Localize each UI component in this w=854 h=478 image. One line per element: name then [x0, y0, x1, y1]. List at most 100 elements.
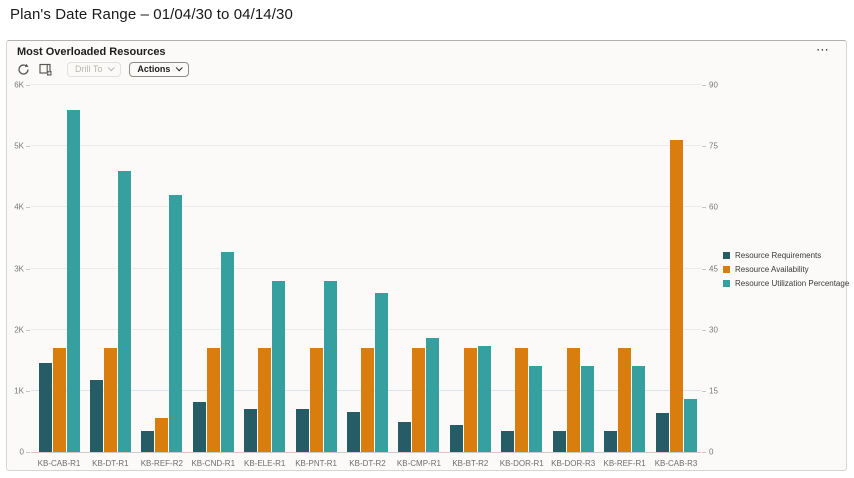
axis-tick	[26, 85, 30, 86]
bar-resource-availability[interactable]	[361, 348, 375, 452]
bar-resource-utilization-percentage[interactable]	[375, 293, 389, 452]
most-overloaded-resources-panel: Most Overloaded Resources ⋯ Drill To Act…	[6, 40, 849, 471]
bar-resource-utilization-percentage[interactable]	[169, 195, 183, 452]
bar-resource-requirements[interactable]	[552, 430, 566, 452]
bar-resource-availability[interactable]	[618, 348, 632, 452]
y-axis-left-label: 2K	[14, 325, 24, 335]
bar-resource-availability[interactable]	[412, 348, 426, 452]
bar-resource-utilization-percentage[interactable]	[272, 280, 286, 452]
gridline	[31, 267, 701, 269]
y-axis-right-label: 30	[709, 325, 718, 335]
axis-tick	[702, 452, 706, 453]
y-axis-left-label: 1K	[14, 386, 24, 396]
bar-resource-requirements[interactable]	[449, 425, 463, 452]
y-axis-left-label: 4K	[14, 202, 24, 212]
plot-area: 0 0 1K 15 2K 30 3K 45 4K 60 5K 75 6K 90 KB-CAB-R1 KB-DT…	[14, 81, 718, 469]
gridline	[31, 84, 701, 85]
x-axis-category-label: KB-REF-R2	[140, 459, 183, 468]
axis-tick	[26, 207, 30, 209]
axis-tick	[26, 452, 30, 453]
bar-resource-utilization-percentage[interactable]	[632, 366, 646, 452]
x-axis-category-label: KB-DT-R2	[349, 459, 386, 468]
bar-resource-utilization-percentage[interactable]	[529, 366, 543, 452]
x-axis-category-label: KB-ELE-R1	[243, 459, 286, 468]
y-axis-right-label: 60	[709, 202, 718, 212]
gridline	[31, 145, 701, 147]
bar-resource-requirements[interactable]	[192, 401, 206, 452]
x-axis-category-label: KB-DT-R1	[92, 459, 129, 468]
x-axis-category-label: KB-CMP-R1	[396, 459, 441, 468]
y-axis-right-label: 0	[709, 447, 714, 457]
x-axis-category-label: KB-REF-R1	[603, 459, 646, 468]
bar-resource-availability[interactable]	[463, 348, 477, 452]
chart-toolbar: Drill To Actions	[15, 61, 190, 77]
bar-resource-availability[interactable]	[155, 417, 169, 452]
bar-resource-requirements[interactable]	[398, 422, 412, 452]
legend-item[interactable]: Resource Requirements	[723, 251, 849, 260]
legend-marker	[723, 280, 730, 287]
detach-icon[interactable]	[37, 61, 53, 77]
bar-resource-utilization-percentage[interactable]	[580, 366, 594, 452]
bar-resource-utilization-percentage[interactable]	[117, 170, 131, 452]
panel-title: Most Overloaded Resources	[17, 46, 166, 58]
axis-tick	[702, 207, 706, 209]
bar-resource-utilization-percentage[interactable]	[66, 109, 80, 452]
bar-resource-requirements[interactable]	[295, 409, 309, 452]
bar-resource-availability[interactable]	[515, 348, 529, 452]
page-title: Plan's Date Range – 01/04/30 to 04/14/30	[10, 6, 293, 23]
bar-resource-requirements[interactable]	[89, 380, 103, 452]
bar-resource-utilization-percentage[interactable]	[683, 399, 697, 452]
bar-resource-requirements[interactable]	[38, 363, 52, 452]
x-axis-category-label: KB-PNT-R1	[295, 459, 337, 468]
drill-to-button[interactable]: Drill To	[67, 61, 122, 77]
chart-legend: Resource Requirements Resource Availabili…	[723, 251, 849, 293]
legend-label: Resource Availability	[735, 265, 809, 274]
legend-item[interactable]: Resource Utilization Percentage	[723, 279, 849, 288]
actions-button-label: Actions	[137, 64, 171, 74]
y-axis-left-label: 3K	[14, 264, 24, 273]
bar-resource-availability[interactable]	[566, 348, 580, 452]
axis-tick	[702, 85, 706, 86]
y-axis-right-label: 45	[709, 264, 718, 273]
bar-resource-utilization-percentage[interactable]	[426, 337, 440, 452]
bar-resource-availability[interactable]	[52, 348, 66, 452]
chevron-down-icon	[176, 63, 184, 71]
x-axis-category-label: KB-CAB-R3	[654, 459, 698, 468]
bar-resource-requirements[interactable]	[347, 411, 361, 452]
bar-resource-requirements[interactable]	[244, 409, 258, 452]
bar-resource-utilization-percentage[interactable]	[323, 280, 337, 452]
axis-tick	[702, 268, 706, 270]
legend-item[interactable]: Resource Availability	[723, 265, 849, 274]
chevron-down-icon	[108, 63, 116, 71]
bar-resource-availability[interactable]	[309, 348, 323, 452]
bar-resource-utilization-percentage[interactable]	[477, 346, 491, 452]
bar-resource-requirements[interactable]	[655, 412, 669, 452]
more-options-icon[interactable]: ⋯	[816, 42, 830, 57]
axis-tick	[26, 146, 30, 148]
axis-tick	[702, 146, 706, 148]
bar-resource-availability[interactable]	[103, 348, 117, 452]
gridline	[31, 328, 701, 330]
y-axis-left-label: 6K	[14, 80, 24, 90]
bar-resource-requirements[interactable]	[604, 430, 618, 452]
legend-marker	[723, 252, 730, 259]
bar-resource-availability[interactable]	[206, 348, 220, 452]
axis-tick	[26, 329, 30, 331]
y-axis-left-label: 0	[19, 447, 24, 457]
y-axis-right-label: 90	[709, 80, 718, 90]
bar-resource-availability[interactable]	[669, 140, 683, 452]
axis-tick	[26, 390, 30, 392]
refresh-icon[interactable]	[15, 61, 31, 77]
x-axis-category-label: KB-BT-R2	[452, 459, 489, 468]
bar-resource-requirements[interactable]	[501, 430, 515, 452]
legend-marker	[723, 266, 730, 273]
x-axis-category-label: KB-CND-R1	[191, 459, 236, 468]
x-axis-category-label: KB-DOR-R3	[551, 459, 596, 468]
bar-resource-utilization-percentage[interactable]	[220, 252, 234, 452]
y-axis-right-label: 15	[709, 386, 718, 396]
axis-tick	[702, 390, 706, 392]
bar-resource-availability[interactable]	[258, 348, 272, 452]
bar-resource-requirements[interactable]	[141, 430, 155, 452]
legend-label: Resource Requirements	[735, 251, 822, 260]
actions-button[interactable]: Actions	[129, 61, 190, 77]
